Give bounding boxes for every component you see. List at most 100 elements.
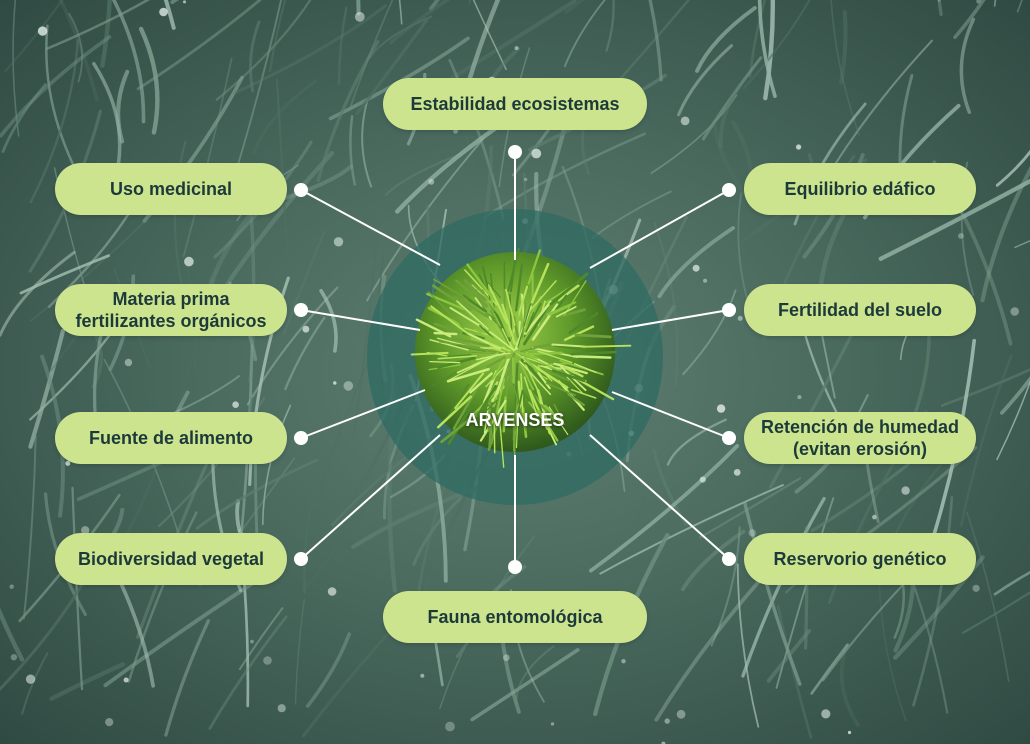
grass-blade — [351, 486, 479, 549]
ball-spike — [490, 303, 511, 342]
node-label: Uso medicinal — [109, 179, 233, 199]
grass-blade — [103, 574, 266, 688]
ball-spike — [466, 263, 495, 301]
dew-drop — [302, 325, 310, 333]
dew-drop — [65, 460, 71, 466]
dew-drop — [10, 654, 18, 661]
ball-spike — [537, 350, 573, 364]
ball-spike — [487, 399, 492, 432]
ball-spike — [549, 272, 589, 306]
ball-spike — [468, 300, 496, 320]
node-label: Materia prima fertilizantes orgánicos — [75, 289, 267, 331]
dew-drop — [748, 529, 756, 537]
ball-spike — [513, 386, 527, 431]
ball-spike — [517, 303, 532, 348]
ball-spike — [553, 344, 581, 351]
ball-spike — [426, 351, 448, 357]
grass-blade — [316, 40, 380, 183]
dew-drop — [621, 659, 626, 664]
ball-spike — [517, 380, 523, 410]
node-label: Fauna entomológica — [427, 607, 603, 627]
grass-blade — [361, 98, 373, 188]
grass-blade — [650, 94, 738, 174]
dew-drop — [343, 381, 354, 391]
node-fuente-alimento: Fuente de alimento — [55, 412, 287, 464]
grass-blade — [275, 78, 289, 258]
dew-drop — [847, 730, 852, 735]
grass-blade — [262, 404, 292, 526]
ball-spike — [487, 282, 501, 299]
grass-blade — [127, 511, 198, 683]
connector-uso-medicinal — [294, 183, 441, 266]
grass-blade — [472, 0, 507, 71]
ball-spike — [551, 369, 586, 383]
ball-spike — [553, 403, 565, 426]
ball-spike — [519, 343, 551, 353]
grass-blade — [959, 17, 976, 114]
grass-blade — [28, 328, 66, 449]
dew-drop — [420, 673, 425, 678]
grass-ball-icon — [410, 247, 632, 468]
grass-blade — [164, 619, 211, 737]
connector-reservorio — [589, 434, 736, 566]
grass-blade — [718, 81, 744, 149]
ball-spike — [428, 364, 461, 371]
dew-drop — [124, 358, 133, 367]
grass-blade — [366, 137, 485, 302]
dew-drop — [797, 395, 802, 400]
grass-blade — [657, 226, 735, 299]
grass-blade — [741, 496, 826, 678]
node-uso-medicinal: Uso medicinal — [55, 163, 287, 215]
grass-blade — [483, 132, 647, 219]
grass-blade — [45, 24, 75, 167]
dew-drop — [531, 148, 542, 159]
grass-blade — [839, 9, 848, 85]
ball-spike — [515, 263, 524, 312]
grass-blade — [737, 192, 750, 307]
grass-blade — [710, 526, 741, 647]
dew-drop — [184, 256, 194, 267]
grass-blade — [953, 0, 986, 40]
grass-blade — [29, 39, 79, 204]
grass-blade — [163, 0, 176, 30]
grass-blade — [111, 0, 146, 124]
grass-blade — [282, 230, 326, 335]
ball-spike — [509, 257, 517, 293]
grass-blade — [71, 486, 84, 691]
node-label: Retención de humedad (evitan erosión) — [760, 417, 960, 459]
grass-blade — [742, 0, 811, 90]
grass-blade — [653, 222, 679, 386]
ball-spike — [493, 339, 514, 352]
ball-spike — [483, 294, 510, 329]
ball-spike — [563, 325, 595, 341]
grass-blade — [912, 496, 954, 707]
grass-blade — [470, 648, 580, 722]
connector-biodiversidad — [294, 434, 441, 566]
dew-drop — [232, 401, 239, 409]
ball-spike — [495, 358, 510, 396]
grass-blade — [398, 0, 403, 25]
grass-blade — [4, 0, 64, 73]
ball-spike — [491, 358, 505, 381]
grass-blade — [353, 233, 379, 433]
dew-drop — [263, 656, 272, 665]
connector-retencion — [611, 391, 736, 445]
ball-spike — [436, 395, 473, 429]
ball-spike — [429, 339, 469, 351]
node-label: Fertilidad del suelo — [777, 300, 943, 320]
ball-spike — [546, 301, 577, 316]
ball-spike — [555, 305, 577, 318]
dew-drop — [703, 278, 708, 283]
dew-drop — [821, 709, 831, 719]
ball-spike — [495, 378, 506, 415]
ball-spike — [438, 341, 480, 349]
grass-blade — [182, 57, 233, 257]
node-label: Estabilidad ecosistemas — [410, 94, 620, 114]
grass-blade — [589, 444, 739, 573]
ball-spike — [567, 393, 586, 407]
ball-spike — [525, 302, 542, 333]
dew-drop — [37, 26, 48, 36]
grass-blade — [215, 0, 312, 101]
ball-spike — [563, 366, 584, 378]
dew-drop — [692, 264, 700, 272]
